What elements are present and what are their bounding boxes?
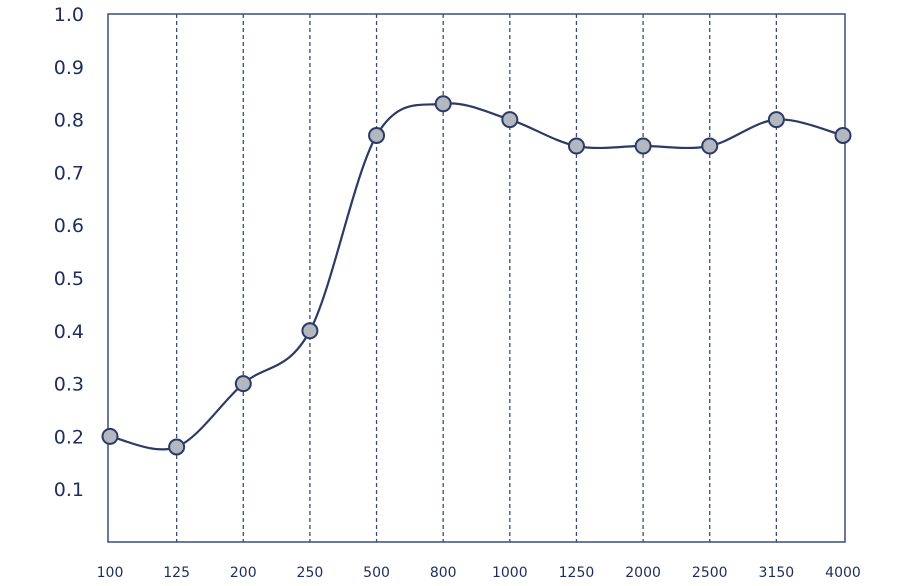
x-tick-label: 1250 — [559, 565, 595, 581]
data-point-2500 — [701, 137, 719, 155]
vertical-gridlines — [175, 14, 778, 542]
data-markers — [101, 95, 852, 456]
series-line — [109, 102, 844, 451]
x-tick-label: 2500 — [692, 565, 728, 581]
y-tick-label: 1.0 — [54, 4, 84, 26]
data-point-100 — [101, 427, 119, 445]
y-tick-label: 0.8 — [54, 110, 84, 132]
x-axis-tick-labels: 100 125 200 250 500 800 1000 1250 2000 2500 3150 40… — [97, 565, 861, 581]
y-tick-label: 0.6 — [54, 215, 84, 237]
y-tick-label: 0.3 — [54, 374, 84, 396]
data-point-2000 — [634, 137, 652, 155]
x-tick-label: 125 — [163, 565, 190, 581]
y-tick-label: 0.9 — [54, 57, 84, 79]
data-point-3150 — [767, 111, 785, 129]
x-tick-label: 100 — [97, 565, 124, 581]
data-point-1250 — [567, 137, 585, 155]
data-point-500 — [368, 126, 386, 144]
x-tick-label: 3150 — [759, 565, 795, 581]
x-tick-label: 1000 — [492, 565, 528, 581]
x-tick-label: 500 — [363, 565, 390, 581]
y-tick-label: 0.5 — [54, 268, 84, 290]
data-point-125 — [168, 438, 186, 456]
data-point-1000 — [501, 111, 519, 129]
data-point-800 — [434, 95, 452, 113]
y-axis-tick-labels: 0.1 0.2 0.3 0.4 0.5 0.6 0.7 0.8 0.9 1.0 — [54, 4, 84, 501]
y-tick-label: 0.1 — [54, 479, 84, 501]
plot-frame — [107, 13, 846, 543]
y-tick-label: 0.7 — [54, 162, 84, 184]
x-tick-label: 200 — [230, 565, 257, 581]
data-point-200 — [234, 375, 252, 393]
y-tick-label: 0.2 — [54, 426, 84, 448]
x-tick-label: 4000 — [825, 565, 861, 581]
data-point-250 — [301, 322, 319, 340]
x-tick-label: 800 — [430, 565, 457, 581]
x-tick-label: 2000 — [625, 565, 661, 581]
x-tick-label: 250 — [297, 565, 324, 581]
data-point-4000 — [834, 126, 852, 144]
y-tick-label: 0.4 — [54, 321, 84, 343]
